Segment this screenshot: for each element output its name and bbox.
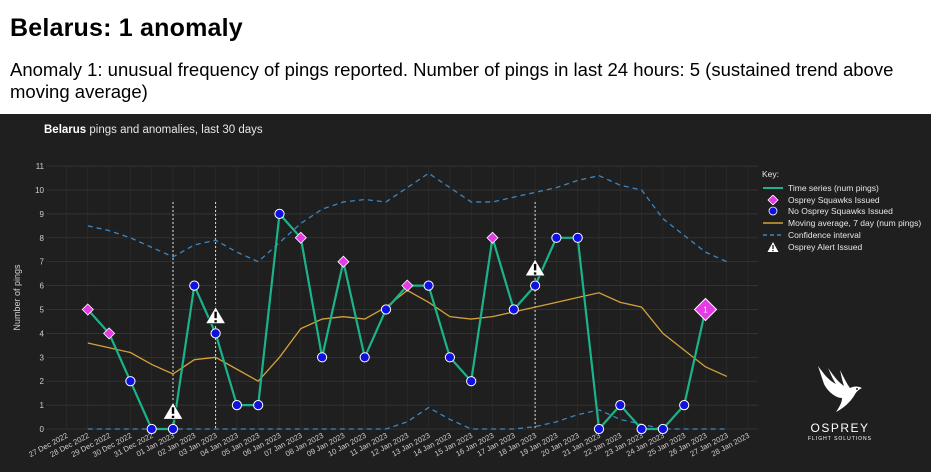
- logo-subtitle: FLIGHT SOLUTIONS: [808, 436, 872, 442]
- y-tick-label: 9: [40, 210, 45, 219]
- no-squawk-point: [615, 400, 626, 411]
- y-tick-label: 6: [40, 282, 45, 291]
- no-squawk-point: [231, 400, 242, 411]
- no-squawk-point: [636, 423, 647, 435]
- anomaly-description: Anomaly 1: unusual frequency of pings re…: [10, 59, 894, 102]
- alert-exclamation-bar: [214, 311, 217, 319]
- squawk-point: [81, 303, 94, 316]
- y-tick-label: 0: [40, 425, 45, 434]
- time-series-line: [86, 211, 707, 432]
- alert-exclamation-bar: [171, 407, 175, 414]
- squawk-point: [401, 279, 414, 292]
- no-squawk-point: [657, 423, 669, 435]
- y-tick-label: 4: [40, 329, 45, 338]
- no-squawk-point: [380, 304, 392, 315]
- legend-line-swatch: [763, 186, 783, 189]
- legend-ci-swatch: [763, 234, 783, 236]
- no-squawk-circle-icon: [768, 207, 778, 216]
- no-squawk-point: [189, 280, 200, 291]
- legend-item-squawk: Osprey Squawks Issued: [762, 194, 921, 206]
- no-squawk-point: [593, 423, 605, 435]
- legend-label: Confidence interval: [788, 230, 861, 241]
- chart-title-text: pings and anomalies, last 30 days: [86, 124, 263, 136]
- no-squawk-point: [572, 232, 583, 243]
- legend-item-confidence: Confidence interval: [762, 229, 921, 241]
- legend-label: Osprey Alert Issued: [788, 241, 863, 252]
- y-tick-label: 10: [35, 186, 44, 195]
- alert-warning-icon: [767, 241, 779, 252]
- squawk-point: [337, 255, 350, 268]
- no-squawk-point: [146, 423, 157, 435]
- no-squawk-point: [530, 280, 541, 291]
- alert-exclamation-bar: [533, 263, 537, 271]
- y-tick-label: 2: [40, 377, 45, 386]
- anomaly-label: 1: [703, 306, 708, 315]
- no-squawk-point: [679, 400, 690, 411]
- y-tick-label: 8: [40, 234, 45, 243]
- y-tick-label: 7: [40, 258, 45, 267]
- alert-exclamation-dot: [214, 320, 217, 323]
- legend-item-alert: Osprey Alert Issued: [762, 241, 921, 253]
- legend-item-moving-average: Moving average, 7 day (num pings): [762, 217, 921, 229]
- chart-title: Belarus pings and anomalies, last 30 day…: [44, 124, 263, 136]
- no-squawk-point: [210, 328, 221, 339]
- alert-exclamation-dot: [171, 415, 175, 418]
- page-heading: Belarus: 1 anomaly: [10, 14, 243, 42]
- legend-item-time-series: Time series (num pings): [762, 182, 921, 194]
- squawk-diamond-icon: [767, 194, 779, 205]
- no-squawk-point: [551, 232, 562, 243]
- alert-warning-icon: [204, 305, 227, 325]
- osprey-bird-icon: [818, 366, 862, 412]
- no-squawk-point: [423, 280, 434, 291]
- osprey-logo: OSPREY FLIGHT SOLUTIONS: [800, 364, 880, 442]
- squawk-point: [486, 231, 499, 244]
- alert-warning-icon: [524, 258, 546, 277]
- y-tick-label: 1: [40, 401, 45, 410]
- no-squawk-point: [274, 208, 285, 220]
- alert-exclamation-dot: [533, 272, 537, 275]
- chart-panel: 0 1 2 3 4 5 6 7 8 9 10 11 27 Dec 2022 28 Dec 2022 29 D…: [0, 114, 931, 472]
- y-tick-label: 5: [40, 306, 45, 315]
- legend-avg-swatch: [763, 222, 783, 225]
- no-squawk-point: [508, 304, 519, 315]
- y-tick-label: 3: [40, 353, 45, 362]
- logo-brand: OSPREY: [810, 421, 870, 435]
- alert-warning-icon: [162, 401, 184, 420]
- squawk-point: [294, 231, 307, 244]
- legend-key-title: Key:: [762, 169, 780, 179]
- chart-legend: Key: Time series (num pings) Osprey Squa…: [762, 169, 921, 253]
- legend-label: Time series (num pings): [788, 182, 879, 193]
- legend-label: Osprey Squawks Issued: [788, 194, 880, 205]
- no-squawk-point: [253, 400, 264, 411]
- legend-label: Moving average, 7 day (num pings): [788, 218, 922, 229]
- no-squawk-point: [125, 376, 136, 387]
- no-squawk-point: [444, 352, 455, 363]
- no-squawk-point: [167, 423, 179, 435]
- anomaly-point: [693, 297, 718, 322]
- chart-title-country: Belarus: [44, 124, 87, 136]
- no-squawk-point: [317, 352, 328, 363]
- y-tick-label: 11: [36, 162, 45, 171]
- no-squawk-point: [466, 376, 477, 387]
- legend-label: No Osprey Squawks Issued: [788, 206, 893, 217]
- squawk-point: [103, 327, 116, 340]
- no-squawk-point: [359, 352, 370, 363]
- y-axis-label: Number of pings: [12, 264, 22, 331]
- legend-item-no-squawk: No Osprey Squawks Issued: [762, 206, 921, 218]
